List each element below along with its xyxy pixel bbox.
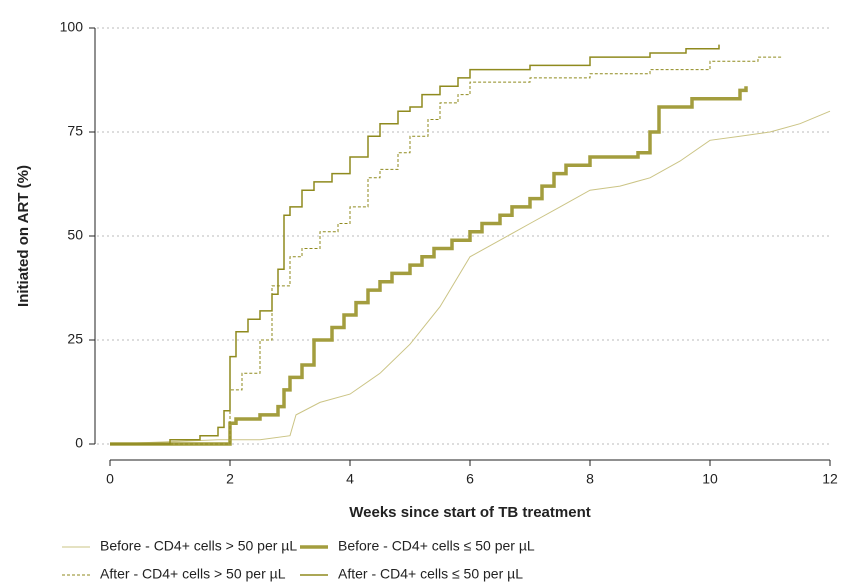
legend-label: Before - CD4+ cells ≤ 50 per µL [338, 538, 535, 554]
series-line [110, 44, 720, 445]
x-tick-label: 10 [702, 471, 718, 487]
x-tick-label: 12 [822, 471, 838, 487]
series-line [109, 110, 831, 445]
x-axis-label: Weeks since start of TB treatment [349, 504, 590, 521]
x-tick-label: 0 [106, 471, 114, 487]
x-tick-label: 4 [346, 471, 354, 487]
legend-label: After - CD4+ cells ≤ 50 per µL [338, 566, 523, 582]
y-tick-label: 25 [67, 331, 83, 347]
x-tick-label: 6 [466, 471, 474, 487]
series-line [110, 56, 782, 445]
y-tick-label: 75 [67, 123, 83, 139]
y-tick-label: 0 [75, 435, 83, 451]
y-tick-label: 50 [67, 227, 83, 243]
y-axis-label: Initiated on ART (%) [15, 165, 32, 307]
x-tick-label: 2 [226, 471, 234, 487]
legend-label: Before - CD4+ cells > 50 per µL [100, 538, 297, 554]
series-line [110, 86, 748, 446]
legend-label: After - CD4+ cells > 50 per µL [100, 566, 286, 582]
y-tick-label: 100 [60, 19, 84, 35]
x-tick-label: 8 [586, 471, 594, 487]
